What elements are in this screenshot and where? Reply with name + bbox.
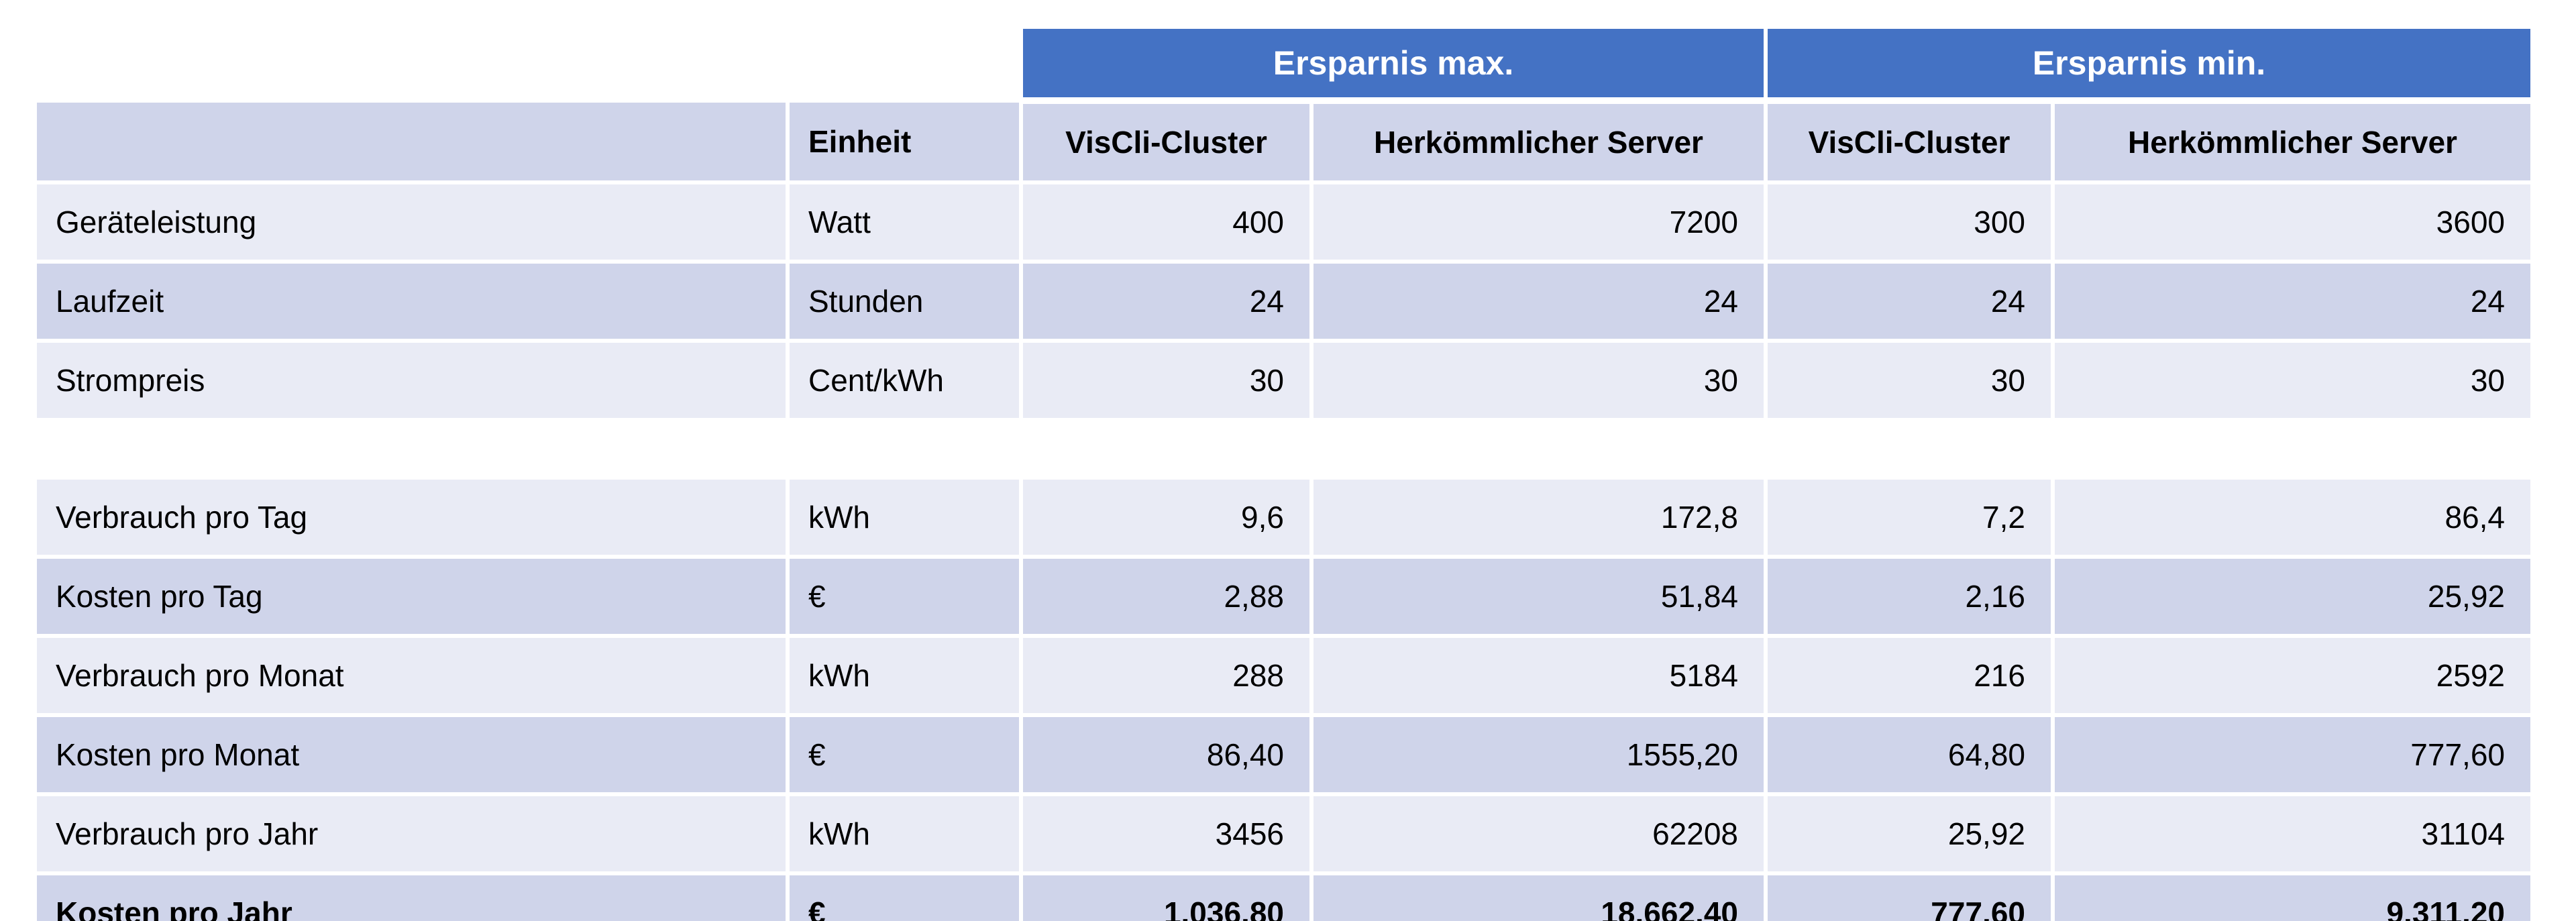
cell-value: 777,60 (1764, 871, 2055, 921)
group-header-ersparnis-min: Ersparnis min. (1764, 25, 2534, 104)
table-row-strompreis: Strompreis Cent/kWh 30 30 30 30 (33, 339, 2534, 422)
cell-value: 7,2 (1764, 476, 2055, 559)
cell-value: 172,8 (1309, 476, 1768, 559)
cell-value: 30 (1019, 339, 1313, 422)
cell-value: 3600 (2051, 180, 2534, 264)
cell-value: 1555,20 (1309, 713, 1768, 796)
cell-value: 24 (2051, 260, 2534, 343)
row-unit: kWh (786, 634, 1023, 717)
cell-value: 30 (1764, 339, 2055, 422)
cell-value: 25,92 (1764, 792, 2055, 875)
cell-value: 86,40 (1019, 713, 1313, 796)
row-unit: € (786, 713, 1023, 796)
cell-value: 86,4 (2051, 476, 2534, 559)
cell-value: 30 (1309, 339, 1768, 422)
table-row-kosten-pro-jahr-total: Kosten pro Jahr € 1.036,80 18.662,40 777… (33, 871, 2534, 921)
cell-value: 24 (1764, 260, 2055, 343)
row-unit: Cent/kWh (786, 339, 1023, 422)
column-header-viscli-max: VisCli-Cluster (1019, 99, 1313, 184)
column-header-server-max: Herkömmlicher Server (1309, 99, 1768, 184)
group-header-blank (35, 27, 1021, 101)
cost-comparison-table: Ersparnis max. Ersparnis min. Einheit Vi… (33, 25, 2534, 921)
column-header-viscli-min: VisCli-Cluster (1764, 99, 2055, 184)
spacer-row (35, 420, 2532, 478)
row-unit: € (786, 555, 1023, 638)
row-unit: Watt (786, 180, 1023, 264)
cell-value: 2592 (2051, 634, 2534, 717)
row-label: Kosten pro Monat (33, 713, 790, 796)
cell-value: 400 (1019, 180, 1313, 264)
table-row-laufzeit: Laufzeit Stunden 24 24 24 24 (33, 260, 2534, 343)
cell-value: 1.036,80 (1019, 871, 1313, 921)
cell-value: 25,92 (2051, 555, 2534, 638)
group-header-ersparnis-max: Ersparnis max. (1019, 25, 1768, 104)
cell-value: 216 (1764, 634, 2055, 717)
group-header-row: Ersparnis max. Ersparnis min. (35, 25, 2534, 104)
row-unit: kWh (786, 792, 1023, 875)
cell-value: 18.662,40 (1309, 871, 1768, 921)
table-row-verbrauch-pro-monat: Verbrauch pro Monat kWh 288 5184 216 259… (33, 634, 2534, 717)
cell-value: 64,80 (1764, 713, 2055, 796)
cell-value: 24 (1309, 260, 1768, 343)
cell-value: 5184 (1309, 634, 1768, 717)
row-unit: € (786, 871, 1023, 921)
cell-value: 9.311,20 (2051, 871, 2534, 921)
cell-value: 9,6 (1019, 476, 1313, 559)
row-unit: Stunden (786, 260, 1023, 343)
cell-value: 2,88 (1019, 555, 1313, 638)
cell-value: 30 (2051, 339, 2534, 422)
table-row-verbrauch-pro-tag: Verbrauch pro Tag kWh 9,6 172,8 7,2 86,4 (33, 476, 2534, 559)
cell-value: 300 (1764, 180, 2055, 264)
cell-value: 31104 (2051, 792, 2534, 875)
row-label: Kosten pro Tag (33, 555, 790, 638)
row-label: Strompreis (33, 339, 790, 422)
cell-value: 24 (1019, 260, 1313, 343)
column-header-server-min: Herkömmlicher Server (2051, 99, 2534, 184)
row-label: Geräteleistung (33, 180, 790, 264)
cell-value: 51,84 (1309, 555, 1768, 638)
cell-value: 777,60 (2051, 713, 2534, 796)
row-unit: kWh (786, 476, 1023, 559)
row-label: Verbrauch pro Monat (33, 634, 790, 717)
row-label: Verbrauch pro Jahr (33, 792, 790, 875)
cell-value: 62208 (1309, 792, 1768, 875)
table-row-geraeteleistung: Geräteleistung Watt 400 7200 300 3600 (33, 180, 2534, 264)
row-label: Kosten pro Jahr (33, 871, 790, 921)
table-row-kosten-pro-monat: Kosten pro Monat € 86,40 1555,20 64,80 7… (33, 713, 2534, 796)
table-row-verbrauch-pro-jahr: Verbrauch pro Jahr kWh 3456 62208 25,92 … (33, 792, 2534, 875)
row-label: Verbrauch pro Tag (33, 476, 790, 559)
cell-value: 2,16 (1764, 555, 2055, 638)
column-header-einheit: Einheit (786, 99, 1023, 184)
row-label: Laufzeit (33, 260, 790, 343)
cell-value: 3456 (1019, 792, 1313, 875)
cell-value: 7200 (1309, 180, 1768, 264)
cell-value: 288 (1019, 634, 1313, 717)
column-header-row: Einheit VisCli-Cluster Herkömmlicher Ser… (33, 99, 2534, 184)
table-row-kosten-pro-tag: Kosten pro Tag € 2,88 51,84 2,16 25,92 (33, 555, 2534, 638)
column-header-blank (33, 99, 790, 184)
